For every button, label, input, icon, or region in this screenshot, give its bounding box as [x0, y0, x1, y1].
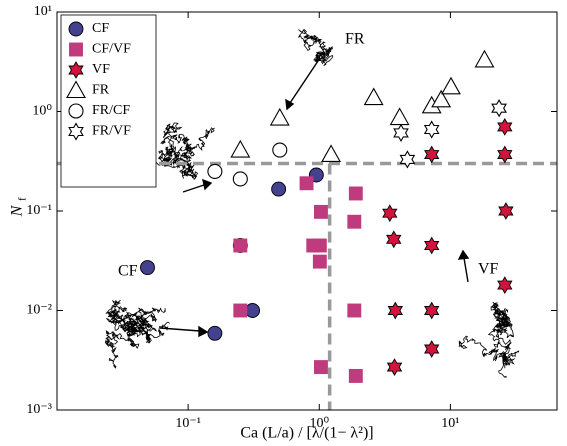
- fractal-image: [298, 28, 334, 66]
- legend-label: VF: [92, 62, 110, 77]
- legend-label: CF/VF: [92, 42, 131, 57]
- point: [271, 181, 287, 197]
- point: [269, 107, 290, 126]
- point: [386, 230, 402, 249]
- point: [498, 202, 514, 220]
- point: [314, 204, 328, 219]
- point: [207, 325, 223, 341]
- point: [312, 238, 327, 253]
- point: [497, 145, 513, 164]
- y-tick-label: 10⁻²: [26, 303, 52, 318]
- point: [424, 145, 440, 164]
- point: [363, 87, 384, 106]
- arrow-head: [457, 249, 470, 260]
- point: [68, 21, 84, 37]
- arrow-head: [198, 325, 209, 338]
- point: [299, 176, 314, 191]
- point: [233, 303, 248, 318]
- point: [441, 76, 461, 95]
- point: [491, 99, 507, 118]
- point: [230, 139, 251, 158]
- arrow-head: [285, 98, 295, 111]
- fractal-image: [155, 122, 216, 180]
- annotation: CF: [118, 263, 138, 280]
- point: [66, 80, 86, 99]
- point: [68, 61, 84, 79]
- y-axis-label-sub: f: [17, 197, 29, 201]
- plot-frame: [56, 11, 558, 411]
- point: [386, 358, 403, 376]
- point: [347, 303, 362, 318]
- point: [474, 49, 495, 68]
- point: [312, 254, 327, 269]
- x-tick-label: 10⁻¹: [175, 416, 201, 431]
- point: [348, 368, 363, 383]
- y-tick-label: 10⁻³: [26, 402, 52, 417]
- point: [387, 301, 403, 320]
- point: [232, 171, 248, 187]
- point: [233, 238, 248, 253]
- point: [272, 142, 288, 158]
- y-axis-label-main: N: [9, 204, 26, 217]
- x-axis-label: Ca (L/a) / [λ/(1− λ²)]: [240, 425, 373, 442]
- point: [389, 107, 410, 126]
- point: [69, 42, 83, 57]
- point: [140, 260, 155, 276]
- point: [68, 103, 84, 119]
- point: [424, 236, 440, 255]
- arrow: [182, 184, 205, 193]
- legend-label: FR/CF: [92, 103, 130, 118]
- point: [314, 360, 328, 375]
- fractal-image: [458, 301, 520, 378]
- point: [245, 303, 261, 318]
- annotation: FR: [345, 31, 365, 48]
- legend-label: CF: [92, 21, 109, 36]
- y-tick-label: 10⁻¹: [26, 203, 52, 218]
- decorations: [104, 28, 520, 378]
- arrow: [289, 57, 321, 104]
- annotation: VF: [478, 261, 499, 278]
- arrow: [159, 327, 201, 332]
- legend-label: FR: [92, 83, 110, 98]
- x-tick-label: 10¹: [441, 416, 459, 431]
- point: [207, 163, 223, 179]
- y-axis-label: N f: [9, 197, 29, 217]
- y-tick-label: 10⁰: [32, 104, 52, 119]
- point: [321, 144, 341, 163]
- point: [399, 150, 416, 169]
- legend-label: FR/VF: [92, 124, 131, 139]
- x-tick-label: 10⁰: [309, 416, 329, 431]
- fractal-image: [104, 299, 171, 369]
- point: [393, 123, 409, 143]
- arrow: [463, 257, 469, 283]
- arrow-head: [202, 178, 213, 191]
- point: [497, 276, 513, 295]
- point: [423, 120, 440, 139]
- point: [382, 204, 398, 223]
- point: [424, 340, 440, 358]
- point: [347, 214, 362, 229]
- point: [431, 89, 452, 108]
- point: [68, 122, 84, 141]
- point: [497, 117, 513, 136]
- point: [424, 301, 440, 320]
- point: [348, 186, 363, 201]
- y-tick-label: 10¹: [34, 4, 52, 19]
